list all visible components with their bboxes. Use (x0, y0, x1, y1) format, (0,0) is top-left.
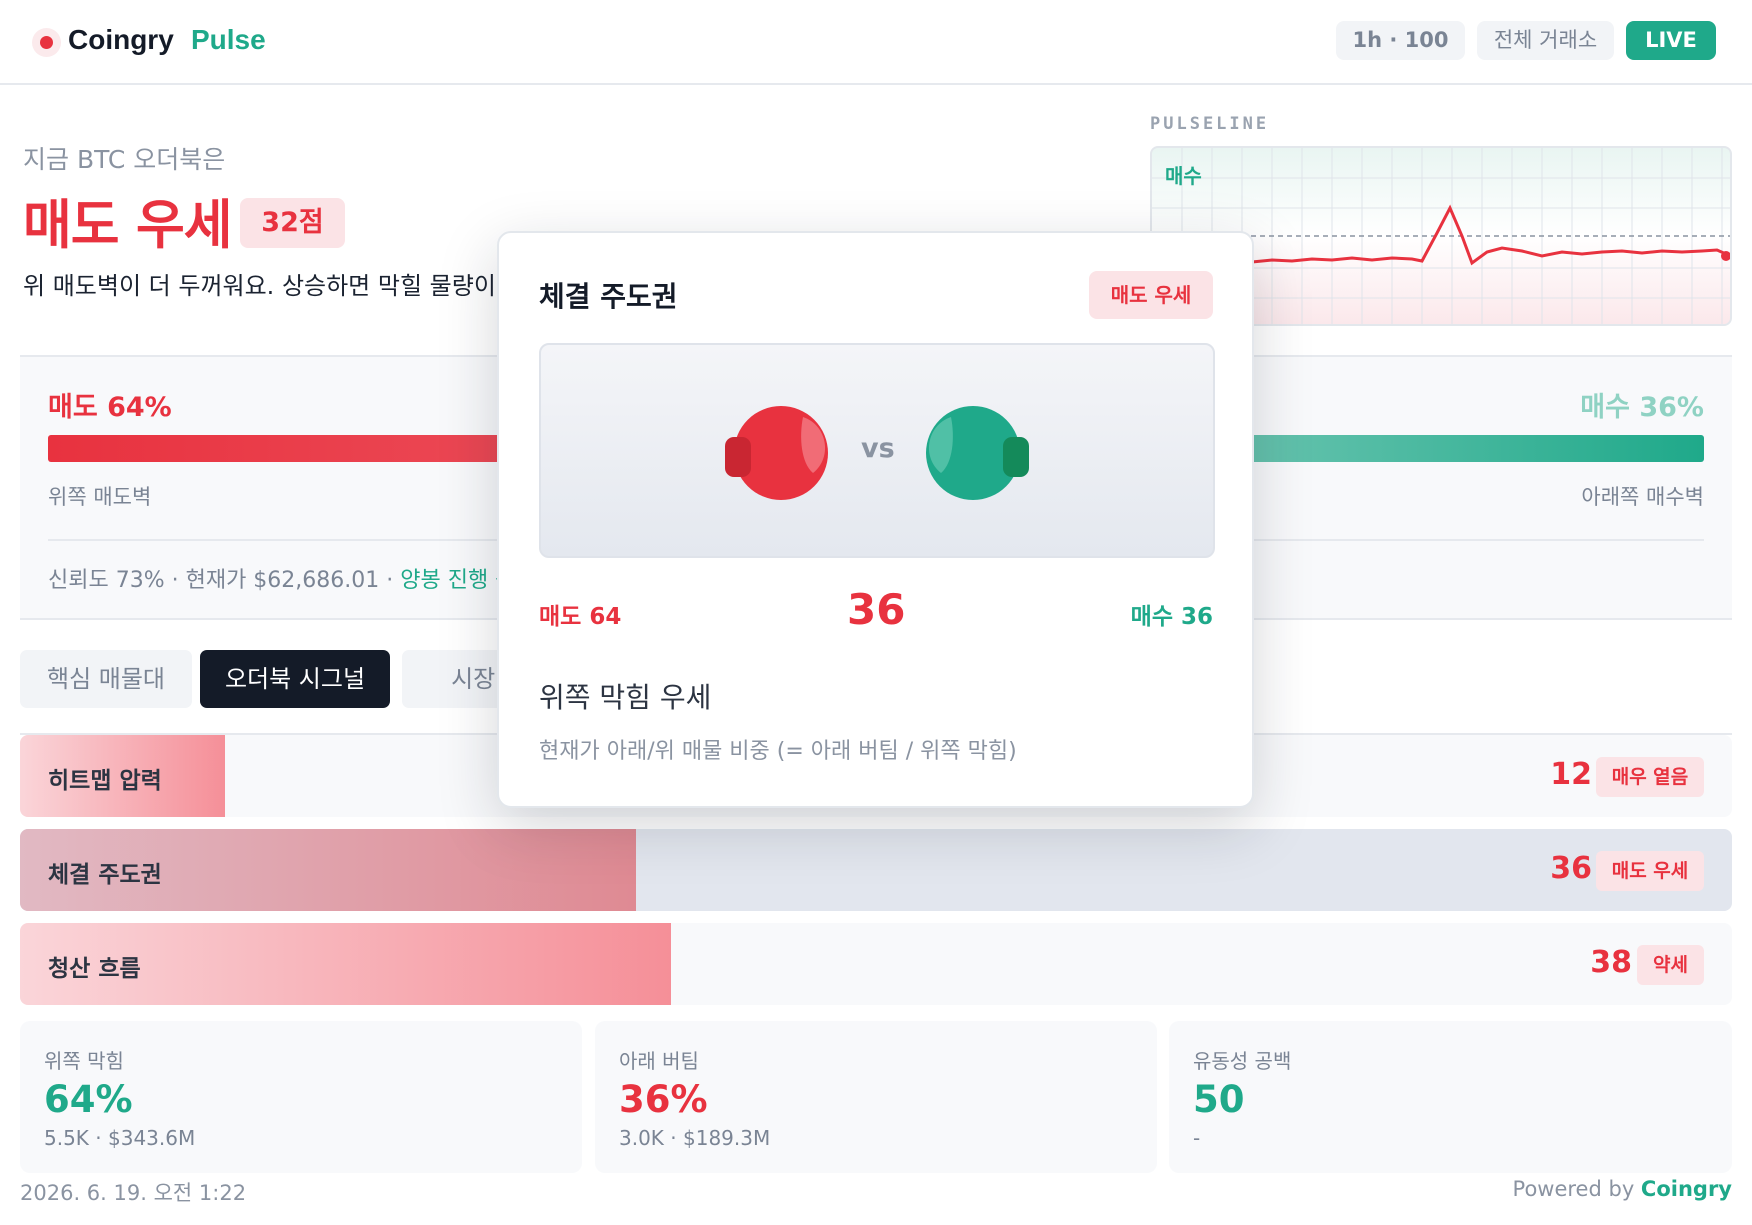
sell-glove-icon (725, 406, 828, 500)
stat-value: 64% (44, 1078, 133, 1121)
pulseline-label: PULSELINE (1150, 114, 1270, 134)
signal-fill (20, 735, 226, 817)
stat-card-lower-support: 아래 버팀 36% 3.0K · $189.3M (595, 1021, 1157, 1173)
stat-card-upper-block: 위쪽 막힘 64% 5.5K · $343.6M (20, 1021, 582, 1173)
signal-fill (20, 923, 671, 1005)
buy-wall-caption: 아래쪽 매수벽 (1581, 485, 1704, 509)
signal-row-trade-dominance[interactable]: 체결 주도권 36 매도 우세 (20, 829, 1732, 911)
stat-value: 36% (619, 1078, 708, 1121)
stat-sub: - (1193, 1126, 1201, 1150)
powered-brand-link[interactable]: Coingry (1640, 1177, 1732, 1201)
boxing-gloves-illustration (725, 406, 1029, 500)
meta-text: 신뢰도 73% · 현재가 $62,686.01 · (48, 568, 401, 593)
stat-sub: 5.5K · $343.6M (44, 1126, 196, 1150)
popover-main-score: 36 (847, 585, 906, 634)
signal-score: 12 (1550, 757, 1592, 792)
stat-label: 유동성 공백 (1193, 1049, 1292, 1073)
sell-wall-caption: 위쪽 매도벽 (48, 485, 152, 509)
popover-heading: 위쪽 막힘 우세 (539, 681, 712, 714)
top-header: Coingry Pulse 1h · 100 전체 거래소 LIVE (0, 0, 1752, 85)
popover-description: 현재가 아래/위 매물 비중 (= 아래 버팀 / 위쪽 막힘) (539, 739, 1017, 764)
stat-label: 위쪽 막힘 (44, 1049, 124, 1073)
signal-label: 체결 주도권 (48, 862, 162, 888)
signal-fill (20, 829, 637, 911)
live-badge[interactable]: LIVE (1626, 21, 1716, 60)
stat-label: 아래 버팀 (619, 1049, 699, 1073)
brand-name: Coingry (68, 24, 174, 55)
signal-tag: 매우 옅음 (1596, 757, 1704, 797)
stat-card-liquidity-gap: 유동성 공백 50 - (1169, 1021, 1732, 1173)
candle-status: 양봉 진행 중 (400, 568, 516, 593)
signal-detail-popover: 체결 주도권 매도 우세 vs 매도 64 36 매수 36 위쪽 막힘 우세 … (497, 231, 1254, 808)
buy-glove-icon (926, 406, 1029, 500)
footer-timestamp: 2026. 6. 19. 오전 1:22 (20, 1181, 247, 1205)
versus-label: vs (861, 433, 895, 464)
signal-row-liquidation[interactable]: 청산 흐름 38 약세 (20, 923, 1732, 1005)
stat-sub: 3.0K · $189.3M (619, 1126, 771, 1150)
signal-score: 36 (1550, 851, 1592, 886)
tab-key-levels[interactable]: 핵심 매물대 (20, 650, 192, 708)
pressure-meta: 신뢰도 73% · 현재가 $62,686.01 · 양봉 진행 중 (48, 562, 515, 594)
sell-pressure-label: 매도 64% (48, 392, 172, 423)
score-badge: 32점 (240, 198, 345, 248)
hero-description: 위 매도벽이 더 두꺼워요. 상승하면 막힐 물량이 (23, 272, 496, 300)
pulseline-graph (1152, 148, 1730, 324)
hero-title: 매도 우세 (23, 195, 232, 256)
popover-buy-score: 매수 36 (1130, 604, 1213, 630)
popover-title: 체결 주도권 (539, 280, 678, 313)
stat-value: 50 (1193, 1078, 1245, 1121)
brand-product: Pulse (191, 24, 266, 55)
hero-subtitle: 지금 BTC 오더북은 (23, 145, 226, 174)
footer-powered-by: Powered by Coingry (1513, 1177, 1732, 1201)
signal-tag: 매도 우세 (1596, 851, 1704, 891)
logo-dot-icon (40, 36, 53, 49)
powered-prefix: Powered by (1512, 1177, 1641, 1201)
boxing-arena: vs (539, 343, 1215, 558)
buy-pressure-label: 매수 36% (1580, 392, 1704, 423)
popover-status-tag: 매도 우세 (1089, 271, 1213, 319)
signal-label: 히트맵 압력 (48, 768, 162, 794)
signal-label: 청산 흐름 (48, 956, 141, 982)
signal-tag: 약세 (1637, 945, 1704, 985)
timeframe-selector[interactable]: 1h · 100 (1336, 21, 1465, 60)
exchange-selector[interactable]: 전체 거래소 (1477, 21, 1614, 60)
popover-sell-score: 매도 64 (539, 604, 622, 630)
pulseline-buy-label: 매수 (1165, 164, 1202, 188)
signal-score: 38 (1590, 945, 1632, 980)
tab-orderbook-signals[interactable]: 오더북 시그널 (200, 650, 390, 708)
